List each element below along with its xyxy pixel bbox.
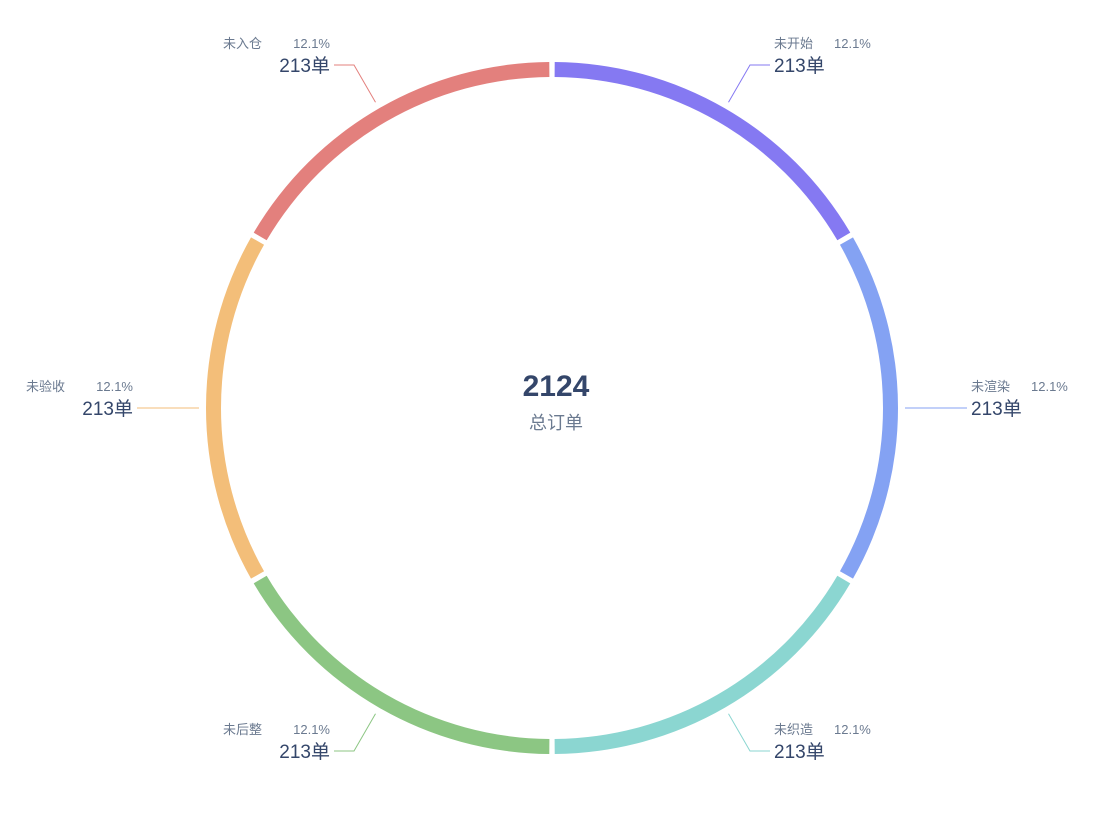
slice-1-value: 213单 — [774, 55, 825, 77]
slice-4-leader-line — [334, 713, 376, 752]
slice-3-value: 213单 — [774, 741, 825, 763]
center-label: 总订单 — [529, 413, 583, 433]
slice-6-arc[interactable] — [253, 62, 550, 241]
slice-2-percent: 12.1% — [1031, 379, 1068, 394]
slice-4-name: 未后整 — [223, 722, 262, 737]
slice-6-name: 未入仓 — [223, 36, 262, 51]
slice-6-percent: 12.1% — [293, 36, 330, 51]
slice-3-arc[interactable] — [554, 575, 851, 754]
slice-2-arc[interactable] — [839, 237, 898, 579]
slice-2-name: 未渲染 — [971, 379, 1010, 394]
slice-5-percent: 12.1% — [96, 379, 133, 394]
slice-5-name: 未验收 — [26, 379, 65, 394]
slice-3-name: 未织造 — [774, 722, 813, 737]
slice-5-value: 213单 — [82, 398, 133, 420]
slice-1-name: 未开始 — [774, 36, 813, 51]
slice-2-value: 213单 — [971, 398, 1022, 420]
slice-4-value: 213单 — [279, 741, 330, 763]
slice-1-arc[interactable] — [554, 62, 851, 241]
slice-4-percent: 12.1% — [293, 722, 330, 737]
slice-1-leader-line — [728, 64, 770, 103]
slice-6-leader-line — [334, 64, 376, 103]
leader-line-layer — [137, 64, 967, 752]
slice-layer — [205, 62, 898, 754]
slice-6-value: 213单 — [279, 55, 330, 77]
slice-3-percent: 12.1% — [834, 722, 871, 737]
slice-4-arc[interactable] — [253, 575, 550, 754]
center-total: 2124 — [523, 370, 590, 403]
slice-3-leader-line — [728, 713, 770, 752]
slice-5-arc[interactable] — [205, 237, 265, 579]
slice-1-percent: 12.1% — [834, 36, 871, 51]
